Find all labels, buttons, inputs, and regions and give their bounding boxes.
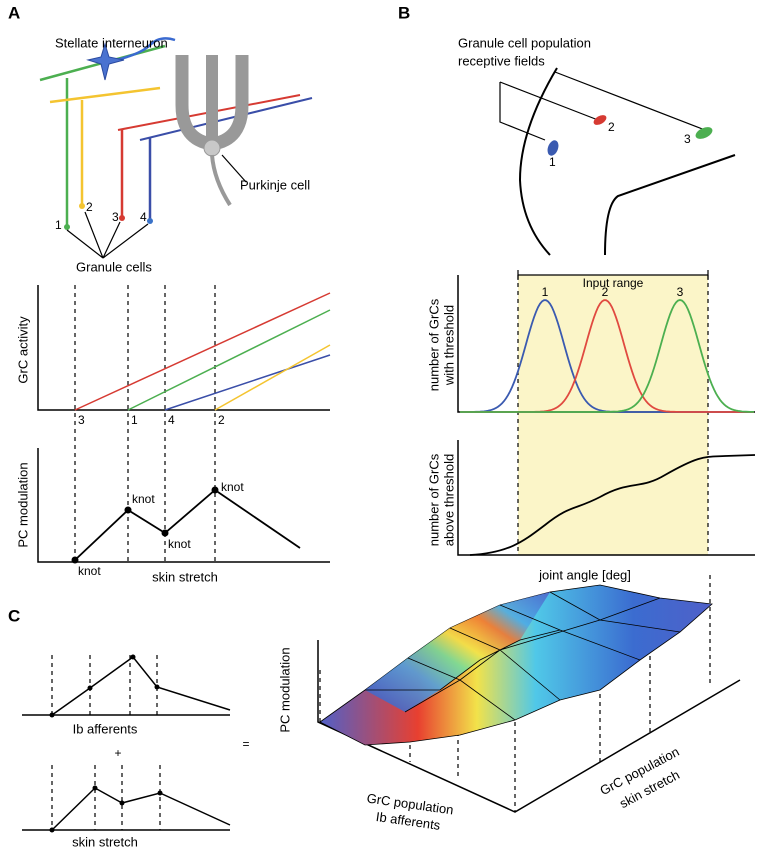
circuit: [39, 37, 313, 259]
shape-path: [457, 440, 755, 556]
panel-label: B: [398, 3, 410, 22]
operator: =: [242, 737, 249, 751]
shape-path: [517, 275, 709, 555]
shape-circle: [157, 790, 163, 796]
knot-label: knot: [168, 537, 191, 551]
y-axis-label: above threshold: [441, 454, 456, 547]
y-axis-label: with threshold: [441, 305, 456, 386]
threshold-label: 1: [131, 413, 138, 427]
threshold-curve: [460, 299, 754, 413]
shape-path: [365, 591, 681, 721]
curve-number: 1: [542, 285, 549, 299]
shape-circle: [161, 529, 169, 537]
shape-path: [518, 67, 558, 256]
x-axis-label: Ib afferents: [73, 721, 138, 736]
shape-path: [469, 454, 756, 556]
threshold-label: 2: [218, 413, 225, 427]
shape-path: [22, 714, 230, 831]
shape-path: [86, 42, 125, 81]
shape-circle: [49, 712, 55, 718]
threshold-label: 3: [78, 413, 85, 427]
shape-path: [499, 71, 706, 141]
granule-label: Granule cells: [76, 259, 152, 274]
shape-circle: [147, 218, 153, 224]
modulation-plot: [37, 448, 330, 564]
cell-number: 3: [112, 210, 119, 224]
operator: +: [114, 746, 121, 760]
shape-path: [604, 154, 736, 256]
rf-label: receptive fields: [458, 53, 545, 68]
shape-ellipse: [593, 115, 607, 125]
activity-plot: [37, 285, 331, 565]
shape-path: [51, 655, 231, 716]
field-number: 3: [684, 132, 691, 146]
field-number: 1: [549, 155, 556, 169]
shape-path: [37, 448, 330, 563]
shape-circle: [71, 556, 79, 564]
x-axis-label: skin stretch: [152, 569, 218, 584]
knot-label: knot: [221, 480, 244, 494]
stellate-label: Stellate interneuron: [55, 35, 168, 50]
shape-path: [51, 655, 161, 830]
shape-circle: [119, 215, 125, 221]
shape-path: [49, 86, 161, 104]
shape-path: [127, 309, 331, 411]
knot-label: knot: [78, 564, 101, 578]
shape-circle: [49, 827, 55, 833]
shape-path: [74, 285, 216, 565]
x-axis-label: skin stretch: [72, 834, 138, 849]
shape-path: [66, 211, 149, 259]
shape-circle: [64, 224, 70, 230]
shape-path: [107, 37, 176, 64]
shape-path: [164, 354, 331, 411]
shape-path: [221, 154, 247, 183]
input-range-label: Input range: [583, 276, 644, 290]
rf-label: Granule cell population: [458, 35, 591, 50]
small-plots: [22, 654, 231, 833]
y-axis-label: number of GrCs: [426, 298, 441, 391]
curve-number: 2: [602, 285, 609, 299]
shape-path: [214, 344, 331, 411]
shape-circle: [154, 684, 160, 690]
y-axis-label: GrC activity: [15, 316, 30, 384]
shape-path: [317, 640, 741, 813]
shape-circle: [211, 486, 219, 494]
y-axis-label: number of GrCs: [426, 453, 441, 546]
shape-ellipse: [547, 140, 559, 156]
shape-circle: [119, 800, 125, 806]
shape-path: [51, 787, 231, 831]
panel-label: C: [8, 606, 20, 625]
shape-path: [517, 270, 709, 280]
limb: [499, 67, 736, 256]
shape-circle: [203, 139, 221, 157]
curve-number: 3: [677, 285, 684, 299]
threshold-label: 4: [168, 413, 175, 427]
shape-rect: [518, 275, 708, 555]
z-axis-label: PC modulation: [277, 647, 292, 732]
shape-path: [74, 292, 331, 411]
shape-circle: [124, 506, 132, 514]
shape-path: [210, 154, 232, 207]
knot-label: knot: [132, 492, 155, 506]
shape-ellipse: [695, 127, 713, 139]
shape-polygon: [365, 592, 550, 712]
panel-label: A: [8, 3, 20, 22]
field-number: 2: [608, 120, 615, 134]
shape-circle: [130, 654, 136, 660]
shape-path: [37, 285, 330, 411]
cell-number: 4: [140, 210, 147, 224]
shape-path: [139, 97, 313, 141]
shape-circle: [79, 203, 85, 209]
cell-number: 1: [55, 218, 62, 232]
shape-circle: [92, 785, 98, 791]
threshold-plots: [457, 270, 756, 556]
surface-plot: [317, 575, 741, 813]
cell-number: 2: [86, 200, 93, 214]
x-axis-label: joint angle [deg]: [538, 567, 631, 582]
y-axis-label: PC modulation: [15, 462, 30, 547]
shape-circle: [87, 685, 93, 691]
purkinje-label: Purkinje cell: [240, 177, 310, 192]
